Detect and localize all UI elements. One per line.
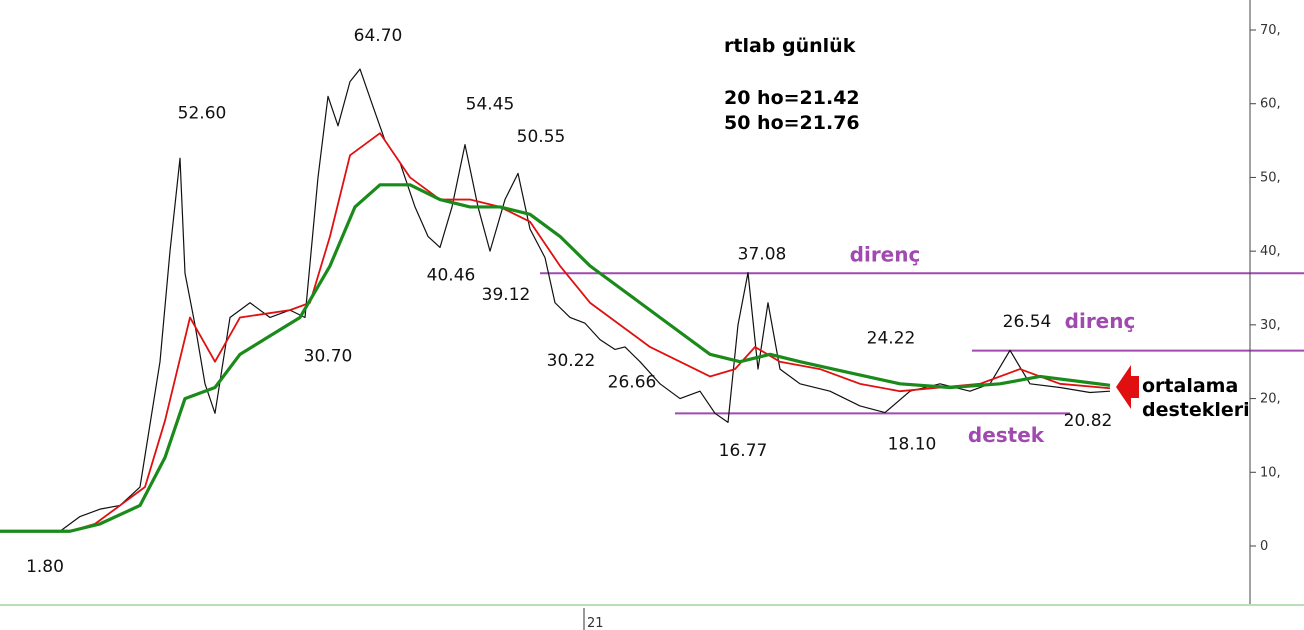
price-label: 26.66: [608, 373, 657, 393]
y-tick-label: 60,: [1260, 97, 1281, 112]
price-label: 37.08: [738, 244, 787, 264]
chart-title: rtlab günlük: [724, 35, 856, 57]
annotation-layer: direnç direnç destek: [850, 242, 1136, 447]
indicator-20: 20 ho=21.42: [724, 87, 860, 109]
series-50-ho: [0, 183, 1111, 533]
annotation-destek: destek: [968, 423, 1045, 447]
y-tick-label: 70,: [1260, 23, 1281, 38]
y-tick-label: 40,: [1260, 244, 1281, 259]
y-tick-label: 0: [1260, 539, 1268, 554]
price-label: 24.22: [867, 328, 916, 348]
price-label: 18.10: [888, 434, 937, 454]
indicator-50: 50 ho=21.76: [724, 112, 860, 134]
y-tick-label: 10,: [1260, 465, 1281, 480]
series-price: [0, 68, 1111, 532]
price-label: 50.55: [517, 127, 566, 147]
price-label: 30.70: [304, 347, 353, 367]
annotation-direnç: direnç: [1065, 309, 1136, 333]
y-tick-label: 50,: [1260, 170, 1281, 185]
price-label: 39.12: [482, 285, 531, 305]
red-arrow-icon: [1116, 365, 1139, 409]
y-tick-label: 30,: [1260, 318, 1281, 333]
annotation-direnç: direnç: [850, 242, 921, 266]
price-label: 1.80: [26, 557, 64, 577]
price-label: 54.45: [466, 95, 515, 115]
side-note-line-1: ortalama: [1142, 375, 1238, 397]
series-20-ho: [0, 132, 1111, 533]
plot-layer: [540, 272, 1304, 415]
price-label: 26.54: [1003, 312, 1052, 332]
series-layer: [0, 68, 1111, 533]
price-label: 30.22: [547, 351, 596, 371]
price-label: 20.82: [1064, 411, 1113, 431]
price-label: 16.77: [719, 441, 768, 461]
side-note-line-2: destekleri: [1142, 399, 1250, 421]
y-tick-label: 20,: [1260, 392, 1281, 407]
price-label: 64.70: [354, 26, 403, 46]
price-label: 52.60: [178, 103, 227, 123]
price-label: 40.46: [427, 266, 476, 286]
x-tick-label: 21: [587, 616, 604, 630]
